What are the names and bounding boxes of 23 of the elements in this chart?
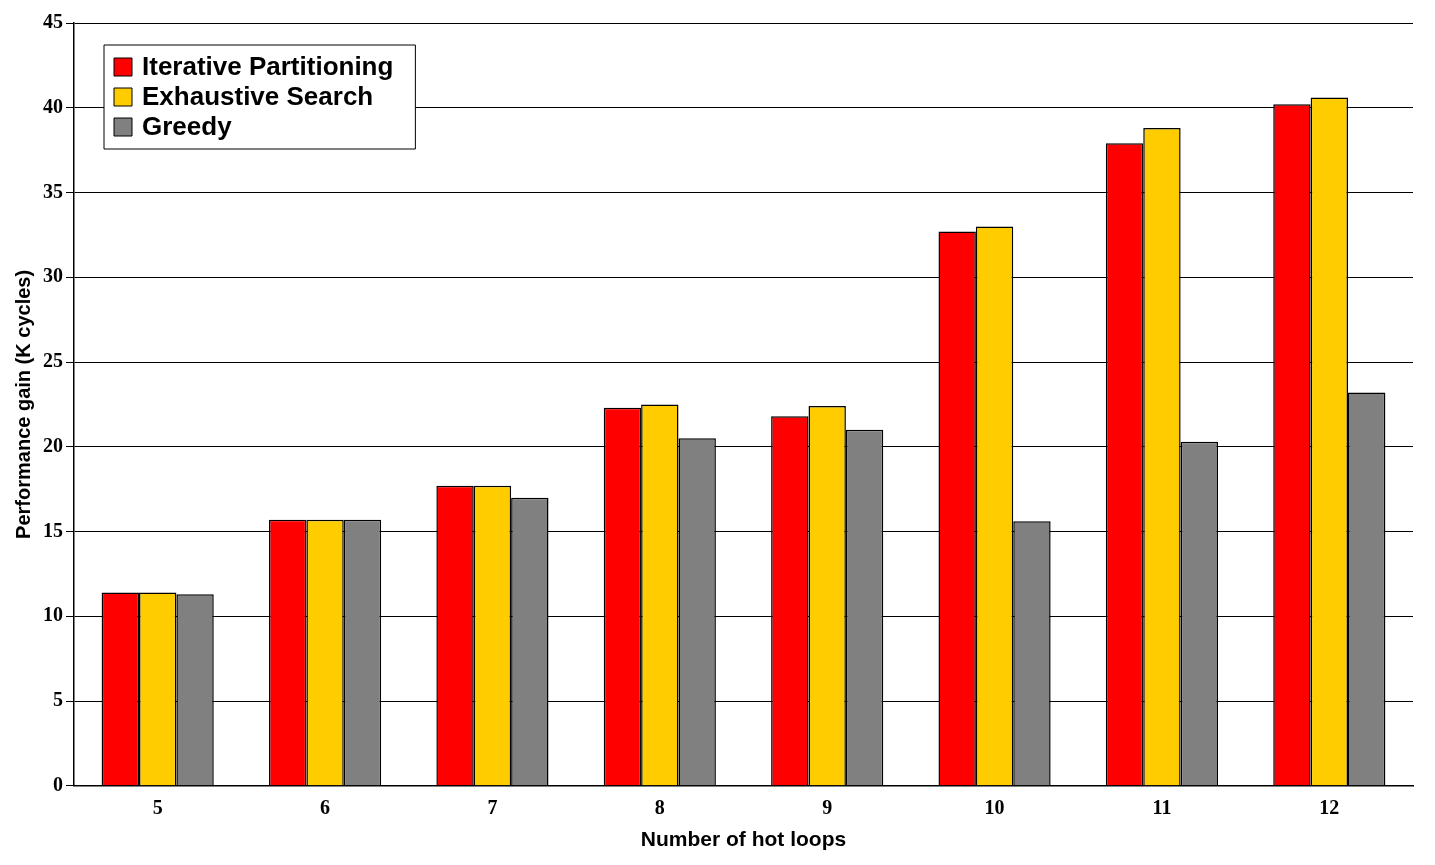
- y-tick-label: 10: [43, 603, 63, 626]
- y-tick-label: 20: [43, 433, 63, 456]
- y-tick-label: 40: [43, 94, 63, 117]
- y-tick-label: 0: [53, 772, 63, 795]
- x-tick-label: 8: [654, 795, 665, 818]
- y-axis-title: Performance gain (K cycles): [11, 269, 34, 539]
- x-tick-label: 11: [1152, 795, 1172, 818]
- x-tick-label: 12: [1319, 795, 1340, 818]
- y-tick-label: 30: [43, 264, 63, 287]
- x-tick-label: 5: [152, 795, 163, 818]
- legend-label: Iterative Partitioning: [142, 51, 394, 82]
- y-tick-label: 35: [43, 179, 63, 202]
- x-tick-label: 10: [984, 795, 1005, 818]
- x-tick-label: 7: [487, 795, 498, 818]
- x-axis-title: Number of hot loops: [640, 827, 847, 851]
- y-tick-label: 45: [43, 10, 63, 33]
- legend-label: Exhaustive Search: [142, 81, 374, 112]
- y-tick-label: 25: [43, 349, 63, 372]
- legend-label: Greedy: [142, 111, 233, 142]
- x-tick-label: 6: [320, 795, 331, 818]
- y-tick-label: 15: [43, 518, 63, 541]
- x-tick-label: 9: [822, 795, 833, 818]
- y-tick-label: 5: [53, 688, 63, 711]
